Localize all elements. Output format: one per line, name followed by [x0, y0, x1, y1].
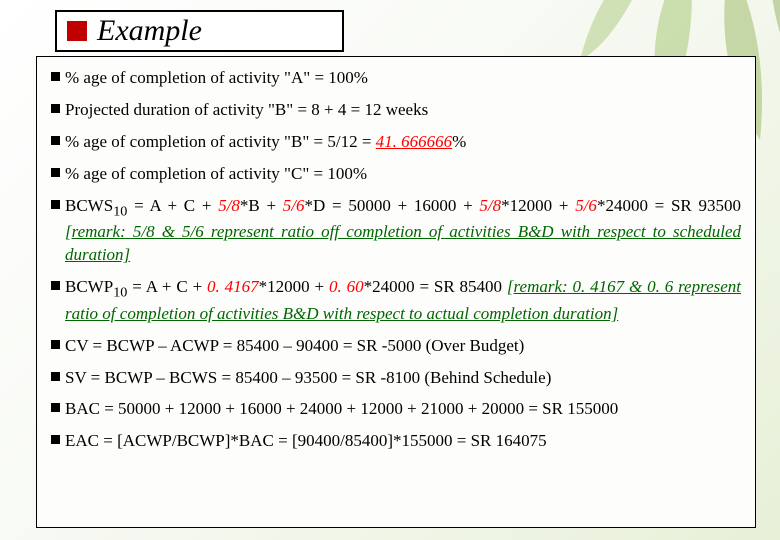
square-bullet-icon — [51, 403, 60, 412]
highlight-value: 0. 60 — [329, 277, 364, 296]
highlight-value: 41. 666666 — [376, 132, 453, 151]
title-bullet-icon — [67, 21, 87, 41]
bullet-item: CV = BCWP – ACWP = 85400 – 90400 = SR -5… — [51, 335, 741, 358]
square-bullet-icon — [51, 340, 60, 349]
square-bullet-icon — [51, 200, 60, 209]
slide-title: Example — [97, 14, 202, 47]
bullet-item: % age of completion of activity "C" = 10… — [51, 163, 741, 186]
item-text: Projected duration of activity "B" = 8 +… — [65, 100, 428, 119]
item-text: % age of completion of activity "B" = 5/… — [65, 132, 376, 151]
bullet-item: % age of completion of activity "B" = 5/… — [51, 131, 741, 154]
item-text: BAC = 50000 + 12000 + 16000 + 24000 + 12… — [65, 399, 618, 418]
bullet-item: BCWS10 = A + C + 5/8*B + 5/6*D = 50000 +… — [51, 195, 741, 267]
item-text: CV = BCWP – ACWP = 85400 – 90400 = SR -5… — [65, 336, 524, 355]
highlight-value: 5/6 — [575, 196, 597, 215]
item-text: % age of completion of activity "C" = 10… — [65, 164, 367, 183]
square-bullet-icon — [51, 435, 60, 444]
remark-label: [remark: — [507, 277, 568, 296]
remark-text: 5/8 & 5/6 represent ratio off completion… — [65, 222, 741, 264]
highlight-value: 5/6 — [283, 196, 305, 215]
item-text: = A + C + — [127, 196, 218, 215]
bullet-item: % age of completion of activity "A" = 10… — [51, 67, 741, 90]
item-text: BCWP — [65, 277, 113, 296]
highlight-value: 5/8 — [479, 196, 501, 215]
remark-label: [remark: — [65, 222, 126, 241]
square-bullet-icon — [51, 281, 60, 290]
square-bullet-icon — [51, 168, 60, 177]
square-bullet-icon — [51, 104, 60, 113]
item-text: *24000 = SR 85400 — [364, 277, 507, 296]
item-text: = A + C + — [127, 277, 207, 296]
item-text: *B + — [240, 196, 283, 215]
bullet-item: Projected duration of activity "B" = 8 +… — [51, 99, 741, 122]
item-text: EAC = [ACWP/BCWP]*BAC = [90400/85400]*15… — [65, 431, 547, 450]
square-bullet-icon — [51, 136, 60, 145]
item-text: *12000 + — [259, 277, 329, 296]
item-text: % age of completion of activity "A" = 10… — [65, 68, 368, 87]
bullet-item: SV = BCWP – BCWS = 85400 – 93500 = SR -8… — [51, 367, 741, 390]
bullet-item: EAC = [ACWP/BCWP]*BAC = [90400/85400]*15… — [51, 430, 741, 453]
item-text: BCWS — [65, 196, 113, 215]
square-bullet-icon — [51, 372, 60, 381]
subscript: 10 — [113, 203, 127, 219]
item-text: SV = BCWP – BCWS = 85400 – 93500 = SR -8… — [65, 368, 551, 387]
bullet-item: BAC = 50000 + 12000 + 16000 + 24000 + 12… — [51, 398, 741, 421]
bullet-item: BCWP10 = A + C + 0. 4167*12000 + 0. 60*2… — [51, 276, 741, 325]
item-text: *D = 50000 + 16000 + — [305, 196, 480, 215]
title-box: Example — [55, 10, 344, 52]
highlight-value: 0. 4167 — [207, 277, 259, 296]
content-box: % age of completion of activity "A" = 10… — [36, 56, 756, 528]
highlight-value: 5/8 — [218, 196, 240, 215]
item-text: *12000 + — [501, 196, 575, 215]
item-text: *24000 = SR 93500 — [597, 196, 741, 215]
square-bullet-icon — [51, 72, 60, 81]
item-text: % — [452, 132, 466, 151]
subscript: 10 — [113, 285, 127, 301]
